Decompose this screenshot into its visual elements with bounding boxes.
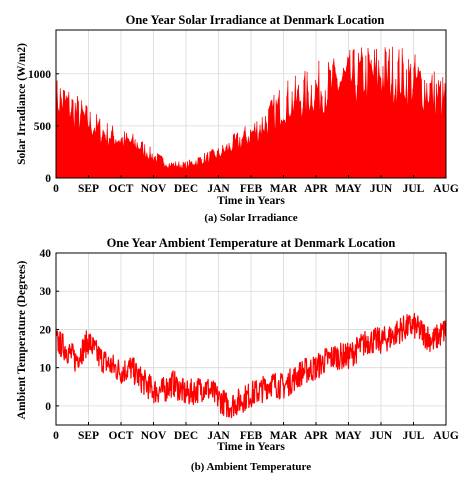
y-tick-label: 20 <box>40 324 52 336</box>
y-tick-label: 40 <box>40 248 52 260</box>
chart-b-x-ticks: 0 SEP OCT NOV DEC JAN FEB MAR APR MAY JUN JUL AUG <box>53 422 459 442</box>
x-tick-label: MAY <box>335 430 362 442</box>
chart-b-y-axis-label: Ambient Temperature (Degrees) <box>16 261 28 420</box>
chart-a-y-axis-label: Solar Irradiance (W/m2) <box>16 43 28 165</box>
temperature-line <box>55 312 447 419</box>
x-tick-label: FEB <box>240 430 263 442</box>
x-tick-label: MAY <box>335 183 362 195</box>
chart-solar-irradiance: One Year Solar Irradiance at Denmark Loc… <box>16 13 459 224</box>
chart-b-title: One Year Ambient Temperature at Denmark … <box>107 236 396 250</box>
x-tick-label: NOV <box>141 183 167 195</box>
chart-a-x-axis-label: Time in Years <box>217 195 285 207</box>
x-tick-label: AUG <box>433 430 459 442</box>
y-tick-label: 0 <box>45 173 51 185</box>
x-tick-label: MAR <box>270 183 298 195</box>
x-tick-label: JAN <box>207 183 230 195</box>
x-tick-label: JUN <box>370 430 393 442</box>
x-tick-label: DEC <box>174 430 198 442</box>
x-tick-label: SEP <box>78 183 99 195</box>
chart-a-caption: (a) Solar Irradiance <box>204 212 297 224</box>
y-tick-label: 10 <box>40 363 52 375</box>
x-tick-label: MAR <box>270 430 298 442</box>
chart-a-y-ticks: 0 500 1000 <box>28 69 59 185</box>
chart-b-x-axis-label: Time in Years <box>217 441 285 453</box>
x-tick-label: DEC <box>174 183 198 195</box>
chart-a-x-ticks: 0 SEP OCT NOV DEC JAN FEB MAR APR MAY JUN JUL AUG <box>53 175 459 195</box>
x-tick-label: NOV <box>141 430 167 442</box>
x-tick-label: 0 <box>53 430 59 442</box>
x-tick-label: FEB <box>240 183 263 195</box>
x-tick-label: OCT <box>109 430 134 442</box>
x-tick-label: AUG <box>433 183 459 195</box>
chart-b-data <box>55 312 447 419</box>
chart-a-title: One Year Solar Irradiance at Denmark Loc… <box>126 13 385 27</box>
x-tick-label: JUN <box>370 183 393 195</box>
x-tick-label: JAN <box>207 430 230 442</box>
x-tick-label: OCT <box>109 183 134 195</box>
y-tick-label: 0 <box>45 401 51 413</box>
x-tick-label: APR <box>304 430 328 442</box>
x-tick-label: JUL <box>403 430 425 442</box>
y-tick-label: 500 <box>34 121 52 133</box>
x-tick-label: SEP <box>78 430 99 442</box>
x-tick-label: JUL <box>403 183 425 195</box>
x-tick-label: 0 <box>53 183 59 195</box>
x-tick-label: APR <box>304 183 328 195</box>
y-tick-label: 1000 <box>28 69 51 81</box>
chart-b-caption: (b) Ambient Temperature <box>191 461 311 473</box>
chart-ambient-temperature: One Year Ambient Temperature at Denmark … <box>16 236 459 473</box>
chart-b-y-ticks: 0 10 20 30 40 <box>40 248 59 413</box>
y-tick-label: 30 <box>40 286 52 298</box>
